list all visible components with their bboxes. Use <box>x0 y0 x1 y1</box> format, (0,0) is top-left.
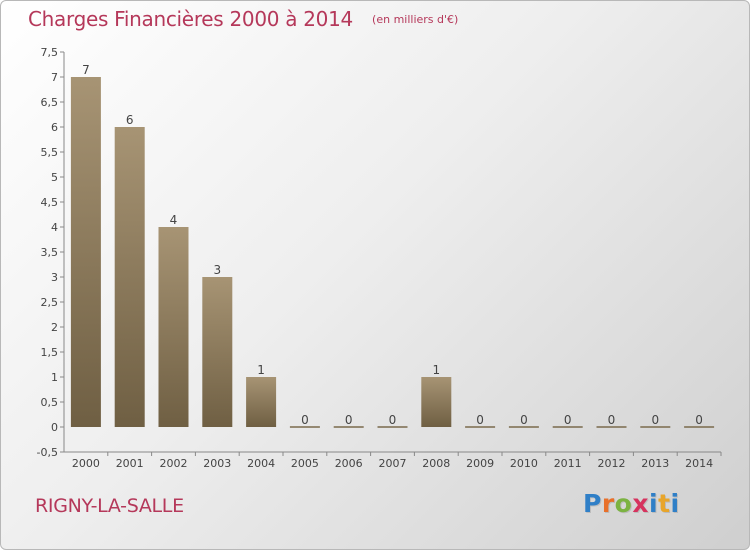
data-label: 0 <box>520 413 528 427</box>
data-label: 0 <box>608 413 616 427</box>
chart-title: Charges Financières 2000 à 2014 <box>28 7 353 31</box>
logo-letter: i <box>670 489 680 518</box>
y-tick-label: 6,5 <box>41 96 59 109</box>
data-label: 3 <box>213 263 221 277</box>
y-tick-label: 3 <box>51 271 58 284</box>
bar <box>246 377 277 427</box>
data-label: 0 <box>389 413 397 427</box>
logo-letter: t <box>658 489 671 518</box>
x-tick-label: 2006 <box>335 457 363 470</box>
y-tick-label: 3,5 <box>41 246 59 259</box>
data-label: 1 <box>257 363 265 377</box>
x-tick-label: 2004 <box>247 457 275 470</box>
data-label: 0 <box>564 413 572 427</box>
y-tick-label: 7 <box>51 71 58 84</box>
chart-axes: -0,5 0 0,5 1 1,5 2 2,5 3 3,5 4 4,5 5 5,5 6 6,5 7 7,5 <box>37 46 722 459</box>
bar <box>114 127 145 427</box>
y-tick-label: 4,5 <box>41 196 59 209</box>
y-tick-label: 2 <box>51 321 58 334</box>
data-label: 0 <box>651 413 659 427</box>
data-label: 1 <box>432 363 440 377</box>
chart-bars <box>70 77 715 428</box>
x-tick-label: 2000 <box>72 457 100 470</box>
y-tick-label: 1,5 <box>41 346 59 359</box>
logo-letter: P <box>583 489 602 518</box>
bar <box>70 77 101 427</box>
x-tick-label: 2010 <box>510 457 538 470</box>
data-label: 4 <box>170 213 178 227</box>
x-tick-label: 2001 <box>116 457 144 470</box>
x-tick-label: 2007 <box>379 457 407 470</box>
data-label: 0 <box>476 413 484 427</box>
y-tick-label: 0 <box>51 421 58 434</box>
x-tick-label: 2012 <box>598 457 626 470</box>
chart-subtitle: (en milliers d'€) <box>372 13 459 26</box>
y-tick-label: -0,5 <box>37 446 58 459</box>
y-tick-label: 7,5 <box>41 46 59 59</box>
x-tick-label: 2014 <box>685 457 713 470</box>
logo-letter: x <box>632 489 649 518</box>
bar <box>158 227 189 427</box>
y-tick-label: 4 <box>51 221 58 234</box>
x-tick-label: 2008 <box>422 457 450 470</box>
x-tick-label: 2013 <box>641 457 669 470</box>
bar <box>202 277 233 427</box>
y-tick-label: 0,5 <box>41 396 59 409</box>
x-tick-label: 2003 <box>203 457 231 470</box>
y-tick-label: 5 <box>51 171 58 184</box>
data-label: 0 <box>345 413 353 427</box>
chart-labels: 2000 7 2001 6 2002 4 2003 3 2004 1 2005 0 2006 0 2007 0… <box>72 63 713 470</box>
data-label: 0 <box>301 413 309 427</box>
y-tick-label: 1 <box>51 371 58 384</box>
bar <box>421 377 452 427</box>
data-label: 0 <box>695 413 703 427</box>
y-tick-label: 2,5 <box>41 296 59 309</box>
y-tick-label: 5,5 <box>41 146 59 159</box>
commune-name: RIGNY-LA-SALLE <box>35 495 184 517</box>
proxiti-logo[interactable]: Proxiti <box>583 489 680 518</box>
x-tick-label: 2009 <box>466 457 494 470</box>
data-label: 6 <box>126 113 134 127</box>
x-tick-label: 2005 <box>291 457 319 470</box>
logo-letter: o <box>614 489 633 518</box>
logo-letter: r <box>601 489 615 518</box>
title-row: Charges Financières 2000 à 2014 (en mill… <box>28 7 458 31</box>
logo-letter: i <box>649 489 659 518</box>
data-label: 7 <box>82 63 90 77</box>
x-tick-label: 2002 <box>160 457 188 470</box>
x-tick-label: 2011 <box>554 457 582 470</box>
y-tick-label: 6 <box>51 121 58 134</box>
